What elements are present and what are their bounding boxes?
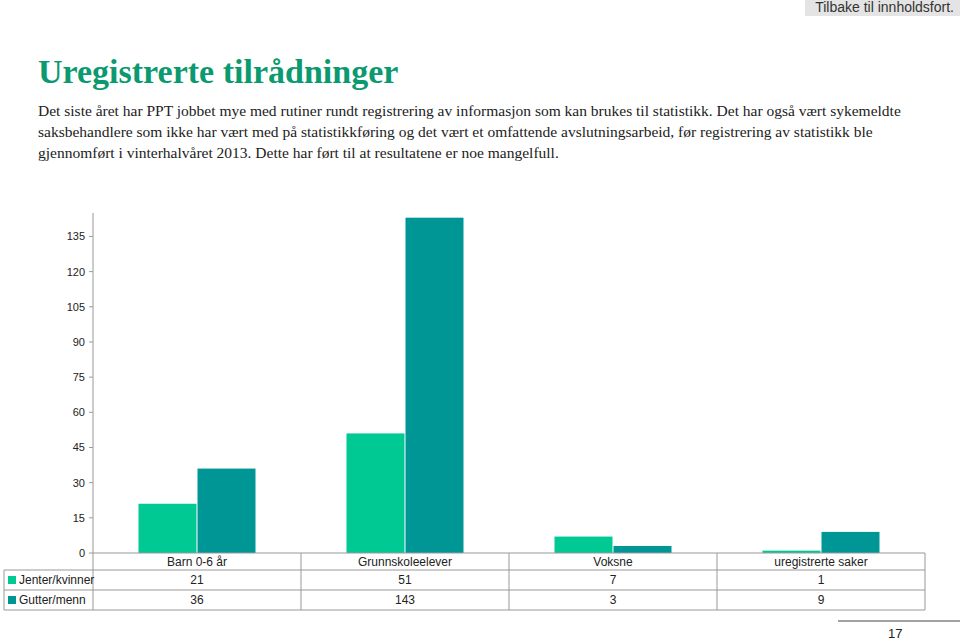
table-line — [717, 553, 718, 610]
tick-mark — [89, 236, 93, 237]
tick-mark — [89, 447, 93, 448]
tick-label: 105 — [67, 301, 85, 313]
tick-label: 45 — [73, 441, 85, 453]
y-axis — [93, 213, 94, 553]
table-value: 143 — [395, 593, 415, 607]
paragraph: Det siste året har PPT jobbet mye med ru… — [38, 100, 923, 163]
table-value: 1 — [818, 573, 825, 587]
category-label: Barn 0-6 år — [167, 555, 227, 569]
table-line — [4, 590, 925, 591]
table-value: 7 — [610, 573, 617, 587]
legend-label: Jenter/kvinner — [19, 573, 94, 587]
category-label: uregistrerte saker — [774, 555, 867, 569]
table-line — [4, 610, 925, 611]
table-value: 36 — [190, 593, 204, 607]
table-value: 3 — [610, 593, 617, 607]
tick-label: 60 — [73, 406, 85, 418]
legend-label: Gutter/menn — [19, 593, 86, 607]
back-link[interactable]: Tilbake til innholdsfort. — [805, 0, 960, 16]
table-line — [4, 570, 5, 610]
table-value: 51 — [398, 573, 412, 587]
table-line — [4, 570, 925, 571]
page-title: Uregistrerte tilrådninger — [38, 52, 398, 92]
bar — [347, 433, 405, 553]
tick-mark — [89, 517, 93, 518]
chart: 0 15 30 45 60 75 90 105 120 135 Barn 0-6 år Grunnsk… — [0, 0, 960, 642]
table-value: 21 — [190, 573, 204, 587]
bar — [822, 532, 880, 553]
table-value: 9 — [818, 593, 825, 607]
table-line — [301, 553, 302, 610]
bar — [406, 218, 464, 553]
tick-mark — [89, 377, 93, 378]
legend-swatch — [8, 596, 16, 604]
category-label: Voksne — [593, 555, 633, 569]
tick-label: 15 — [73, 512, 85, 524]
tick-label: 75 — [73, 371, 85, 383]
tick-mark — [89, 482, 93, 483]
tick-mark — [89, 553, 93, 554]
tick-label: 30 — [73, 477, 85, 489]
tick-mark — [89, 412, 93, 413]
table-line — [509, 553, 510, 610]
tick-label: 90 — [73, 336, 85, 348]
category-label: Grunnskoleelever — [358, 555, 452, 569]
bars — [139, 218, 880, 553]
tick-mark — [89, 271, 93, 272]
tick-label: 120 — [67, 266, 85, 278]
tick-mark — [89, 306, 93, 307]
footer-rule — [838, 621, 960, 622]
bar — [139, 504, 197, 553]
page-number: 17 — [888, 626, 902, 641]
bar — [198, 469, 256, 553]
tick-label: 0 — [79, 547, 85, 559]
tick-mark — [89, 341, 93, 342]
table-line — [925, 553, 926, 610]
tick-label: 135 — [67, 230, 85, 242]
bar — [614, 546, 672, 553]
legend-swatch — [8, 576, 16, 584]
bar — [555, 537, 613, 553]
